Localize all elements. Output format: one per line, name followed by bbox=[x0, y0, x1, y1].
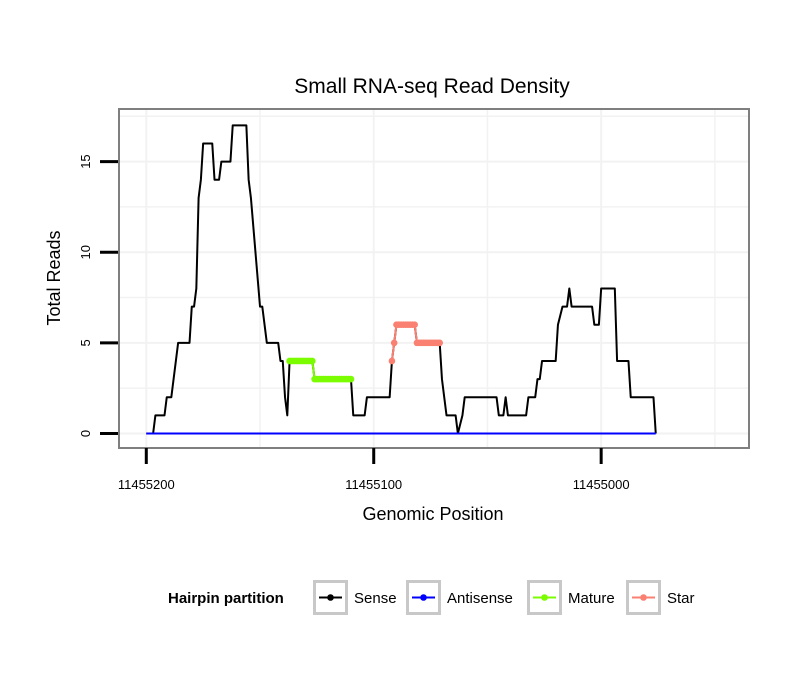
data-point-star bbox=[388, 357, 396, 365]
y-tick-label: 15 bbox=[78, 154, 93, 168]
y-axis-label: Total Reads bbox=[44, 230, 64, 325]
panel-background bbox=[119, 109, 749, 448]
y-tick-label: 5 bbox=[78, 339, 93, 346]
data-point-star bbox=[390, 339, 398, 347]
legend-key-dot bbox=[640, 594, 647, 601]
series-mature bbox=[286, 357, 355, 383]
y-tick-label: 10 bbox=[78, 245, 93, 259]
panel-border bbox=[118, 108, 750, 449]
axes: 11455200 11455100 11455000 0 5 10 15 bbox=[78, 154, 630, 492]
series-star bbox=[388, 321, 443, 365]
legend-entry-antisense: Antisense bbox=[406, 580, 513, 615]
x-axis-label: Genomic Position bbox=[362, 504, 503, 524]
legend-entry-sense: Sense bbox=[313, 580, 397, 615]
data-point-star bbox=[411, 321, 418, 329]
x-tick-label: 11455100 bbox=[345, 477, 402, 492]
legend-key-dot bbox=[541, 594, 548, 601]
x-tick-label: 11455200 bbox=[118, 477, 175, 492]
chart-title: Small RNA-seq Read Density bbox=[294, 75, 570, 98]
legend-label: Sense bbox=[354, 590, 397, 607]
legend-label: Mature bbox=[568, 590, 615, 607]
legend-entry-mature: Mature bbox=[527, 580, 615, 615]
data-point-mature bbox=[309, 357, 316, 365]
legend-key-dot bbox=[420, 594, 427, 601]
series-layer bbox=[146, 124, 657, 435]
legend: Hairpin partition Sense Antisense Mature St… bbox=[168, 580, 695, 615]
legend-label: Star bbox=[667, 590, 695, 607]
data-point-mature bbox=[347, 375, 355, 383]
grid-lines bbox=[119, 109, 749, 448]
series-line-sense bbox=[146, 124, 657, 435]
series-sense bbox=[146, 124, 657, 435]
x-tick-label: 11455000 bbox=[573, 477, 630, 492]
legend-key-dot bbox=[327, 594, 334, 601]
legend-label: Antisense bbox=[447, 590, 513, 607]
y-tick-label: 0 bbox=[78, 430, 93, 437]
plot-panel bbox=[119, 109, 749, 448]
data-point-star bbox=[436, 339, 443, 347]
legend-title: Hairpin partition bbox=[168, 590, 284, 607]
legend-entry-star: Star bbox=[626, 580, 695, 615]
